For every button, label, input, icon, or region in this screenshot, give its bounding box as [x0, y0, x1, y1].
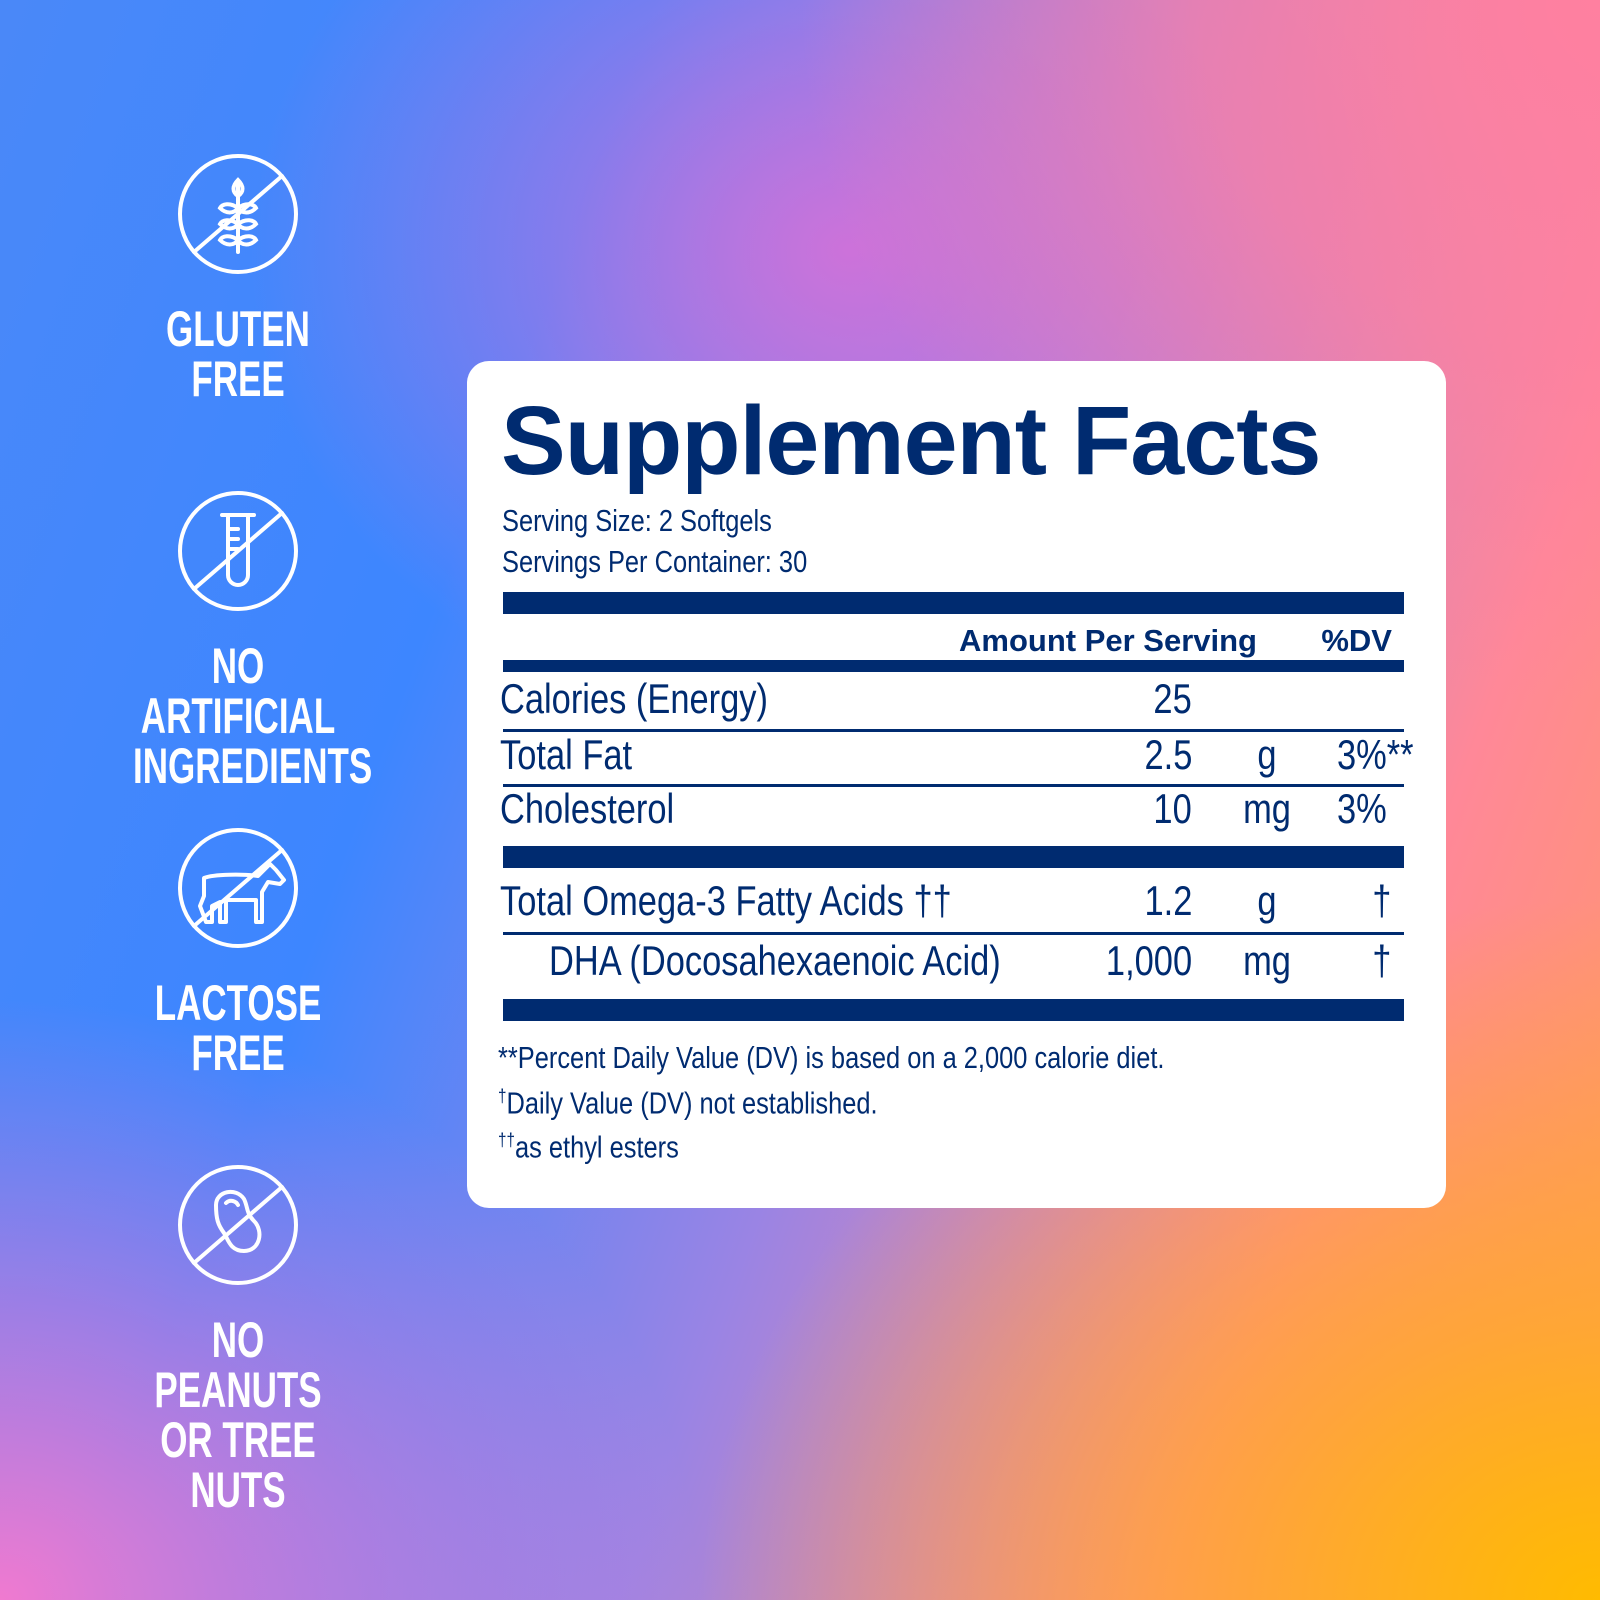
badge-label: GLUTEN FREE: [166, 301, 310, 407]
footnote: **Percent Daily Value (DV) is based on a…: [498, 1040, 1165, 1075]
badge-lactose-free: LACTOSE FREE: [88, 826, 388, 1078]
divider-thin: [503, 784, 1404, 787]
row-name: Cholesterol: [500, 785, 675, 832]
badge-gluten-free: GLUTEN FREE: [88, 152, 388, 404]
divider-thin: [503, 932, 1404, 935]
serving-size: Serving Size: 2 Softgels: [502, 503, 772, 538]
footnote: ††as ethyl esters: [498, 1129, 679, 1165]
row-unit: g: [1257, 877, 1277, 924]
row-dv: 3%**: [1337, 731, 1414, 778]
row-dv: †: [1371, 877, 1391, 924]
row-unit: mg: [1243, 937, 1291, 984]
divider-thin: [503, 729, 1404, 732]
row-amount: 10: [1153, 785, 1192, 832]
divider-thick: [503, 999, 1404, 1021]
badge-label: NO PEANUTS OR TREE NUTS: [154, 1312, 322, 1518]
divider-medium: [503, 660, 1404, 672]
facts-title: Supplement Facts: [501, 386, 1321, 495]
row-dv: †: [1371, 937, 1391, 984]
divider-thick: [503, 592, 1404, 614]
row-name: Total Omega-3 Fatty Acids ††: [500, 877, 952, 924]
row-dv: 3%: [1337, 785, 1387, 832]
no-peanut-icon: [178, 1165, 298, 1285]
row-name: Total Fat: [500, 731, 633, 778]
row-amount: 2.5: [1144, 731, 1192, 778]
row-unit: mg: [1243, 785, 1291, 832]
divider-thick: [503, 846, 1404, 868]
row-amount: 25: [1153, 675, 1192, 722]
footnote: †Daily Value (DV) not established.: [498, 1085, 878, 1121]
row-name: DHA (Docosahexaenoic Acid): [549, 937, 1001, 984]
badge-no-artificial: NO ARTIFICIAL INGREDIENTS: [88, 489, 388, 791]
badge-no-peanuts: NO PEANUTS OR TREE NUTS: [88, 1163, 388, 1515]
row-amount: 1,000: [1105, 937, 1192, 984]
header-dv: %DV: [1321, 623, 1392, 658]
badge-label: NO ARTIFICIAL INGREDIENTS: [133, 638, 373, 794]
badge-label: LACTOSE FREE: [154, 975, 322, 1081]
supplement-facts-panel: Supplement Facts Serving Size: 2 Softgel…: [467, 361, 1446, 1208]
servings-per-container: Servings Per Container: 30: [502, 544, 808, 579]
header-amount: Amount Per Serving: [959, 623, 1257, 658]
row-amount: 1.2: [1144, 877, 1192, 924]
row-unit: g: [1257, 731, 1277, 778]
no-cow-icon: [178, 828, 298, 948]
no-test-tube-icon: [178, 491, 298, 611]
row-name: Calories (Energy): [500, 675, 768, 722]
no-wheat-icon: [178, 154, 298, 274]
